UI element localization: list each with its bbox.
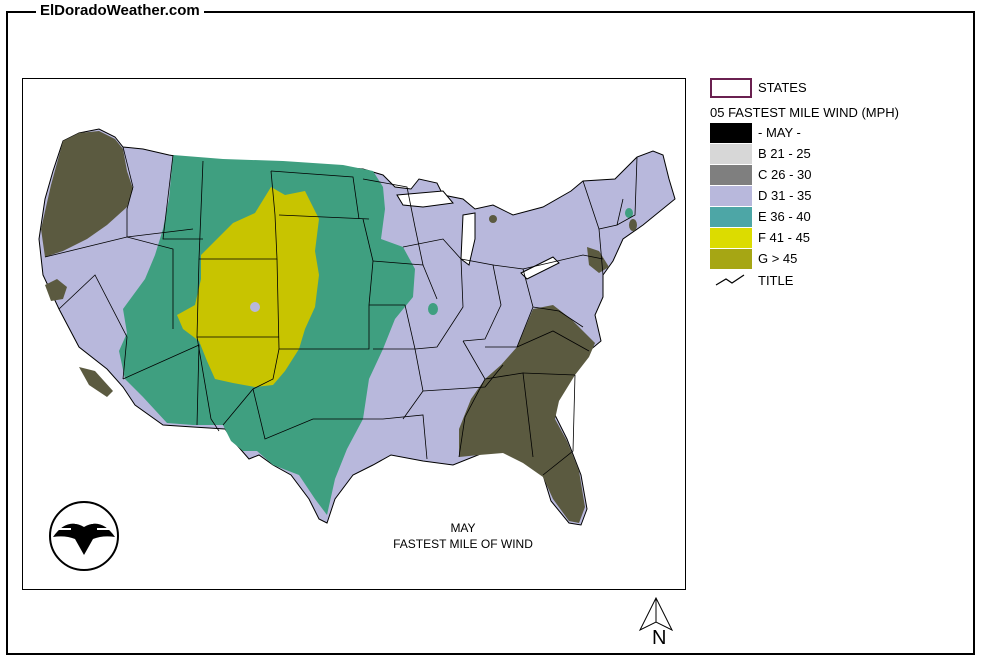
legend-item-label: E 36 - 40 bbox=[758, 209, 811, 224]
region-e-sd-spot bbox=[625, 208, 633, 218]
page-frame bbox=[6, 11, 975, 655]
swatch-c bbox=[710, 165, 752, 185]
legend-heading: 05 FASTEST MILE WIND (MPH) bbox=[710, 105, 900, 120]
region-e-wisc-spot bbox=[428, 303, 438, 315]
lake-superior bbox=[396, 190, 454, 208]
title-line-icon bbox=[715, 274, 745, 286]
swatch-b bbox=[710, 144, 752, 164]
region-d-colorado-spot bbox=[250, 302, 260, 312]
region-g-maine bbox=[489, 215, 497, 223]
map-title-line1: MAY bbox=[450, 521, 476, 535]
north-letter: N bbox=[652, 627, 667, 649]
legend-item-label: D 31 - 35 bbox=[758, 188, 812, 203]
legend-item-label: B 21 - 25 bbox=[758, 146, 811, 161]
north-arrow-icon bbox=[638, 596, 674, 632]
region-g-vermont bbox=[629, 219, 637, 231]
noaa-logo bbox=[49, 501, 119, 571]
lake-michigan bbox=[460, 212, 476, 266]
state-borders bbox=[44, 146, 638, 476]
map-panel: MAY FASTEST MILE OF WIND bbox=[22, 78, 686, 590]
legend-item-label: C 26 - 30 bbox=[758, 167, 812, 182]
site-title[interactable]: ElDoradoWeather.com bbox=[36, 2, 204, 20]
north-arrow: N bbox=[636, 596, 686, 657]
legend-item-label: F 41 - 45 bbox=[758, 230, 811, 245]
swatch-may bbox=[710, 123, 752, 143]
states-swatch bbox=[710, 78, 752, 98]
legend-title-label: TITLE bbox=[758, 273, 794, 288]
region-g-ny bbox=[587, 247, 609, 273]
swatch-f bbox=[710, 228, 752, 248]
swatch-d bbox=[710, 186, 752, 206]
region-g-southeast bbox=[459, 305, 595, 523]
legend-item-label: G > 45 bbox=[758, 251, 798, 266]
legend-item-label: - MAY - bbox=[758, 125, 801, 140]
swatch-g bbox=[710, 249, 752, 269]
region-g-california bbox=[45, 279, 67, 301]
us-map bbox=[38, 128, 676, 526]
swatch-e bbox=[710, 207, 752, 227]
legend-states-label: STATES bbox=[758, 80, 807, 95]
region-g-socal bbox=[79, 367, 113, 397]
map-title-line2: FASTEST MILE OF WIND bbox=[393, 537, 533, 551]
region-g-pacific-nw bbox=[41, 131, 133, 257]
